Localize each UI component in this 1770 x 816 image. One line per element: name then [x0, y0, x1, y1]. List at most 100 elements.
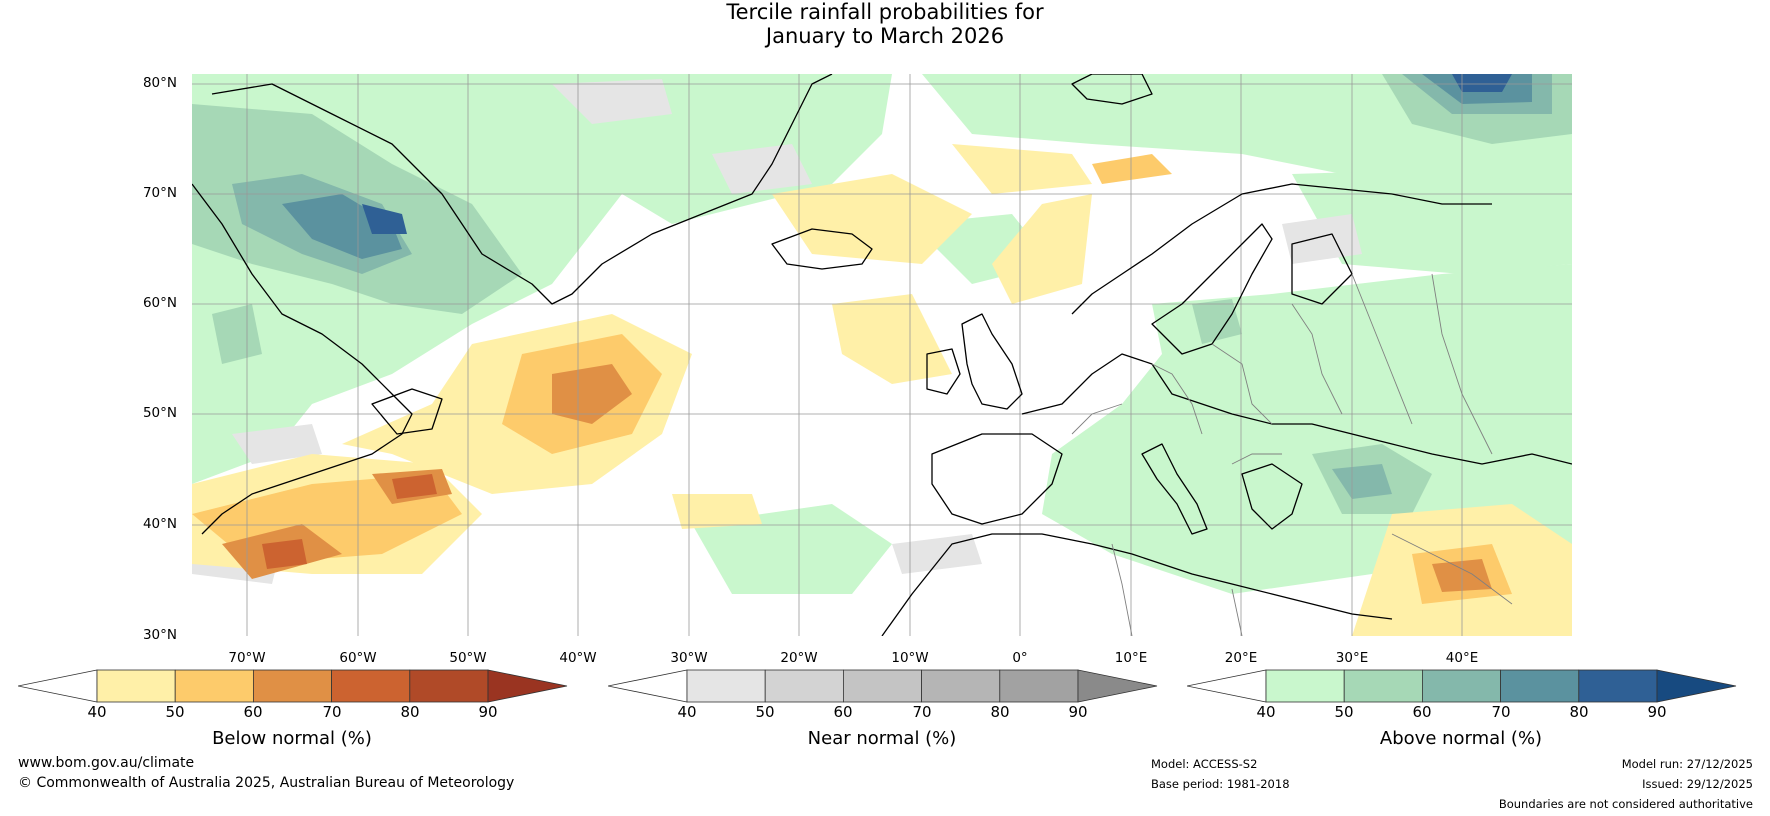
colorbar-low-extension [18, 669, 98, 703]
near-region [552, 79, 672, 124]
colorbar-tick: 50 [165, 703, 185, 721]
colorbar-segment [1265, 669, 1345, 703]
near-region [1282, 214, 1362, 264]
copyright: © Commonwealth of Australia 2025, Austra… [18, 775, 515, 791]
coast-iberia [931, 433, 1063, 525]
disclaimer: Boundaries are not considered authoritat… [1498, 797, 1753, 811]
below-region-80 [392, 474, 437, 499]
colorbar-tick: 40 [87, 703, 107, 721]
colorbar-near-bar [608, 669, 1158, 703]
map-canvas [192, 74, 1572, 636]
coast-labrador [192, 183, 413, 535]
coast-finland [1291, 233, 1353, 305]
model-run: Model run: 27/12/2025 [1621, 757, 1753, 771]
below-region [832, 294, 952, 384]
below-normal-areas [192, 144, 1572, 636]
above-region-60 [1332, 464, 1392, 499]
near-region [712, 144, 812, 194]
colorbar-high-extension [1077, 669, 1158, 703]
colorbar-segment [1578, 669, 1658, 703]
colorbar-segment [1421, 669, 1501, 703]
coast-iceland [771, 228, 873, 270]
lon-label: 40°E [1445, 650, 1479, 666]
graticule [192, 74, 1572, 636]
map-title: Tercile rainfall probabilities for Janua… [0, 0, 1770, 48]
coast-ireland [926, 348, 961, 395]
lat-label: 40°N [142, 516, 177, 532]
above-region [692, 504, 892, 594]
colorbar-low-extension [1187, 669, 1267, 703]
colorbar-tick: 60 [243, 703, 263, 721]
coast-europe [1021, 353, 1572, 465]
country-borders [1071, 273, 1513, 636]
above-region-70 [282, 194, 402, 259]
colorbar-tick: 70 [912, 703, 932, 721]
coast-svalbard [1071, 74, 1153, 105]
coast-newfoundland [371, 388, 443, 435]
lon-label: 60°W [339, 650, 377, 666]
lat-label: 60°N [142, 295, 177, 311]
colorbar-tick: 90 [1068, 703, 1088, 721]
colorbar-title: Above normal (%) [1379, 728, 1543, 749]
colorbar-segment [1343, 669, 1423, 703]
lon-label: 50°W [449, 650, 487, 666]
website-link[interactable]: www.bom.gov.au/climate [18, 755, 195, 771]
colorbar-tick: 70 [322, 703, 342, 721]
colorbar-segment [999, 669, 1079, 703]
coast-africa [881, 533, 1393, 636]
colorbar-tick: 40 [677, 703, 697, 721]
above-region-50 [1192, 299, 1242, 344]
colorbar-segment [331, 669, 411, 703]
coast-greece [1241, 463, 1303, 530]
lon-label: 10°W [891, 650, 929, 666]
colorbar-tick: 90 [1647, 703, 1667, 721]
near-region [892, 534, 982, 574]
below-region [992, 194, 1092, 304]
colorbar-tick: 50 [1334, 703, 1354, 721]
lon-label: 40°W [559, 650, 597, 666]
coast-italy [1141, 443, 1208, 535]
colorbar-tick: 50 [755, 703, 775, 721]
colorbar-above-bar [1187, 669, 1737, 703]
colorbar-low-extension [608, 669, 688, 703]
colorbar-segment [409, 669, 489, 703]
near-region [232, 424, 322, 464]
lon-label: 30°E [1335, 650, 1369, 666]
colorbar-high-extension [487, 669, 568, 703]
issued-date: Issued: 29/12/2025 [1642, 777, 1753, 791]
title-line-2: January to March 2026 [765, 24, 1005, 48]
colorbar-high-extension [1656, 669, 1737, 703]
colorbar-tick: 80 [1569, 703, 1589, 721]
lat-label: 50°N [142, 405, 177, 421]
lat-label: 80°N [142, 75, 177, 91]
lon-label: 20°E [1224, 650, 1258, 666]
lon-label: 30°W [670, 650, 708, 666]
below-region-70 [552, 364, 632, 424]
above-region [1292, 169, 1572, 274]
above-region-80 [1452, 74, 1512, 92]
lat-label: 70°N [142, 185, 177, 201]
colorbar-segment [96, 669, 176, 703]
below-region [952, 144, 1092, 194]
coast-norway [1071, 183, 1492, 315]
colorbar-title: Below normal (%) [212, 728, 372, 749]
lon-label: 70°W [228, 650, 266, 666]
colorbar-segment [1500, 669, 1580, 703]
colorbar-tick: 40 [1256, 703, 1276, 721]
lat-label: 30°N [142, 627, 177, 643]
colorbar-tick: 70 [1491, 703, 1511, 721]
coastlines [192, 74, 1572, 636]
colorbar-segment [686, 669, 766, 703]
lon-label: 20°W [780, 650, 818, 666]
below-region-60 [1092, 154, 1172, 184]
coast-britain [961, 313, 1023, 410]
colorbar-tick: 80 [400, 703, 420, 721]
colorbar-tick: 90 [478, 703, 498, 721]
lon-label: 0° [1012, 650, 1028, 666]
model-name: Model: ACCESS-S2 [1151, 757, 1258, 771]
colorbar-tick: 60 [833, 703, 853, 721]
colorbar-segment [921, 669, 1001, 703]
above-region-80 [362, 204, 407, 234]
colorbar-segment [174, 669, 254, 703]
title-line-1: Tercile rainfall probabilities for [726, 0, 1044, 24]
